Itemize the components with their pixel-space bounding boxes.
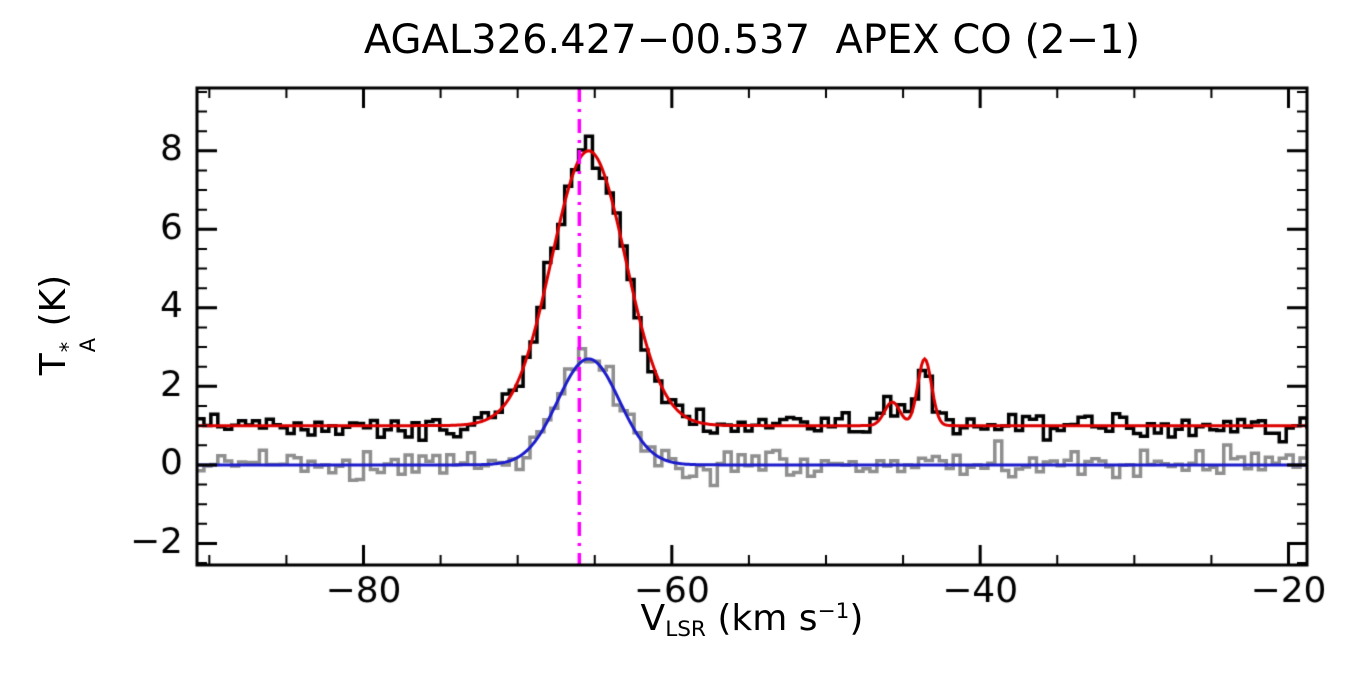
x-axis-label-unit-pre: (km s: [705, 598, 818, 639]
x-axis-label-sup: −1: [817, 599, 850, 625]
x-axis-label: VLSR (km s−1): [197, 598, 1307, 642]
plot-title: AGAL326.427−00.537 APEX CO (2−1): [363, 17, 1141, 63]
y-axis-label-sub: A: [76, 337, 101, 353]
x-axis-label-main: V: [640, 598, 666, 639]
y-axis-label-main: T: [33, 353, 74, 376]
y-axis-label-unit: (K): [33, 274, 74, 338]
x-axis-label-sub: LSR: [665, 617, 706, 643]
y-axis-label: T * A (K): [31, 125, 100, 525]
y-axis-label-supsub: * A: [56, 337, 101, 353]
x-axis-label-unit-post: ): [849, 598, 864, 639]
